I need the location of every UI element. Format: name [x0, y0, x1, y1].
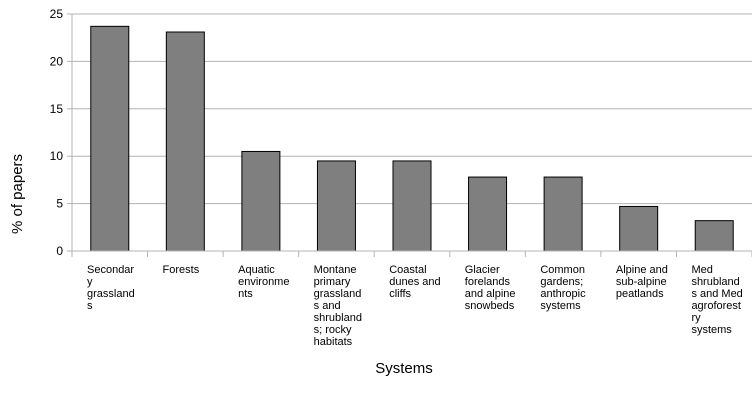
x-tick-label: Secondar y grassland s — [87, 264, 135, 312]
bar — [392, 160, 432, 252]
x-tick-label: Coastal dunes and cliffs — [389, 264, 440, 300]
x-tick-label-line: cliffs — [389, 288, 411, 300]
x-tick-label-line: Aquatic — [238, 264, 275, 276]
x-tick-label-line: peatlands — [616, 288, 664, 300]
x-tick-label-line: s; rocky — [314, 324, 352, 336]
x-tick-label-line: systems — [691, 324, 732, 336]
x-tick-label: Aquatic environme nts — [238, 264, 289, 300]
x-tick-label-line: environme — [238, 276, 289, 288]
bar — [543, 176, 583, 252]
bar — [90, 25, 130, 252]
x-tick-label-line: y — [87, 276, 93, 288]
bar — [468, 176, 508, 252]
x-tick-label-line: agroforest — [691, 300, 741, 312]
x-tick-label-line: shrubland — [314, 312, 362, 324]
x-tick-label-line: gardens; — [540, 276, 583, 288]
x-tick-label: Glacier forelands and alpine snowbeds — [465, 264, 516, 312]
x-tick-label-line: shrubland — [691, 276, 739, 288]
x-tick-label-line: grassland — [87, 288, 135, 300]
x-tick-label-line: s and — [314, 300, 341, 312]
x-tick-label: Alpine and sub-alpine peatlands — [616, 264, 668, 300]
x-tick-label-line: Common — [540, 264, 585, 276]
x-tick-label-line: forelands — [465, 276, 511, 288]
x-tick-label: Med shrubland s and Med agroforest ry systems — [691, 264, 742, 336]
x-tick-label-line: primary — [314, 276, 351, 288]
x-tick-label-line: ry — [691, 312, 701, 324]
x-tick-label-line: habitats — [314, 336, 353, 348]
bar — [316, 160, 356, 252]
bar — [241, 150, 281, 252]
x-tick-label-line: dunes and — [389, 276, 440, 288]
bars — [90, 25, 734, 252]
x-tick-label-line: snowbeds — [465, 300, 515, 312]
axes — [67, 13, 752, 257]
x-tick-label-line: Med — [691, 264, 712, 276]
x-tick-label-line: s — [87, 300, 93, 312]
y-tick-label: 10 — [50, 149, 64, 163]
y-tick-label: 5 — [56, 197, 63, 211]
y-tick-label: 15 — [50, 102, 64, 116]
bar — [165, 31, 205, 252]
x-tick-label-line: Coastal — [389, 264, 426, 276]
x-tick-label-line: Glacier — [465, 264, 500, 276]
x-tick-label-line: sub-alpine — [616, 276, 667, 288]
x-tick-label-line: Secondar — [87, 264, 134, 276]
bar — [619, 205, 659, 252]
x-tick-label-line: Alpine and — [616, 264, 668, 276]
y-axis-title: % of papers — [9, 154, 26, 234]
x-tick-label: Montane primary grassland s and shrubland s; … — [314, 264, 362, 348]
x-tick-label-line: Forests — [163, 264, 200, 276]
x-tick-label-line: systems — [540, 300, 581, 312]
x-tick-label-line: and alpine — [465, 288, 516, 300]
y-tick-label: 20 — [50, 54, 64, 68]
x-tick-label-line: anthropic — [540, 288, 586, 300]
x-tick-label: Forests — [163, 264, 200, 276]
bar — [694, 220, 734, 252]
x-tick-label: Common gardens; anthropic systems — [540, 264, 586, 312]
y-tick-label: 0 — [56, 244, 63, 258]
x-axis-title: Systems — [375, 360, 433, 377]
x-tick-label-line: grassland — [314, 288, 362, 300]
x-tick-label-line: s and Med — [691, 288, 742, 300]
x-tick-label-line: nts — [238, 288, 253, 300]
x-tick-label-line: Montane — [314, 264, 357, 276]
y-tick-label: 25 — [50, 7, 64, 21]
